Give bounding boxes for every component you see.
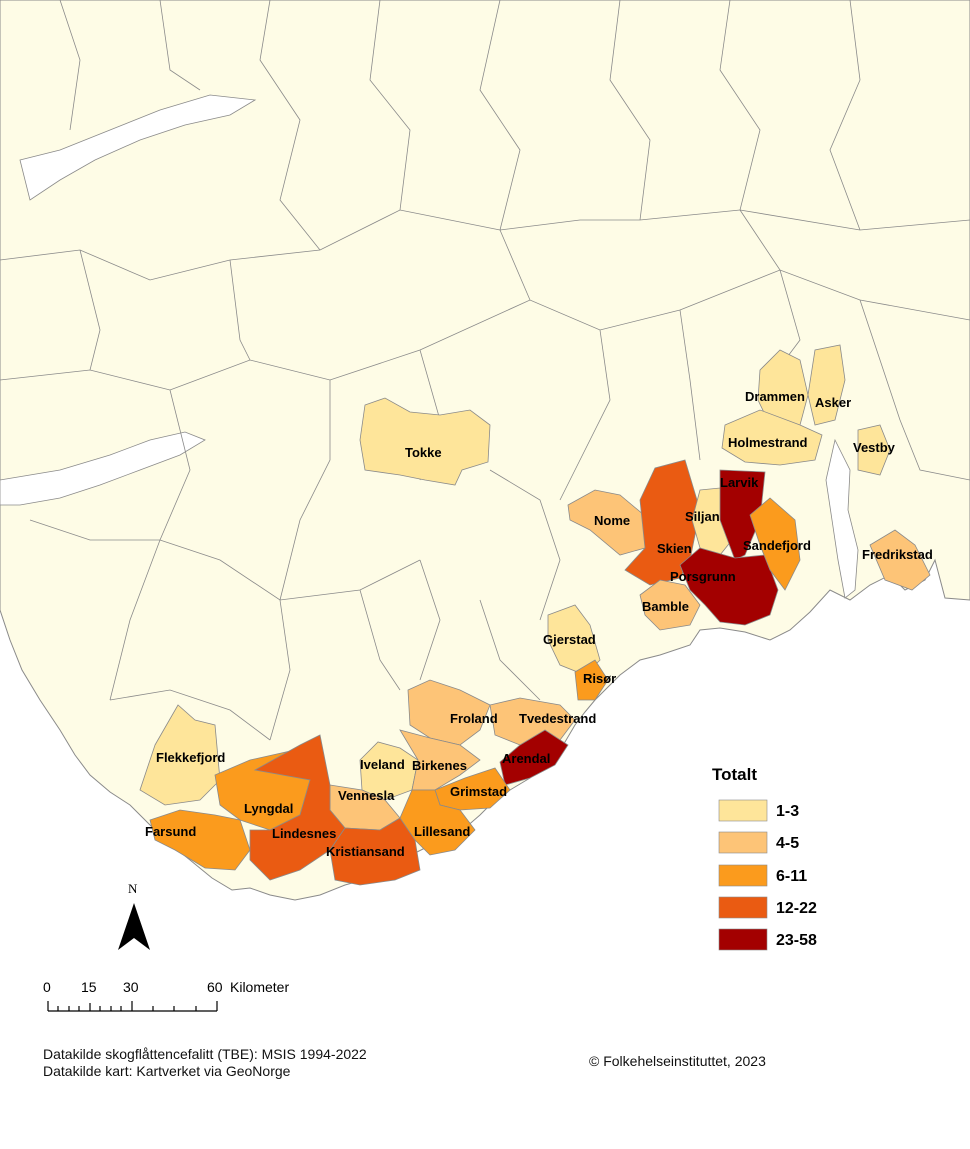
- scale-bar: 0 15 30 60 Kilometer: [43, 979, 289, 1012]
- muni-label-birkenes: Birkenes: [412, 758, 467, 773]
- muni-shape-lillesand[interactable]: [399, 789, 476, 856]
- muni-label-fredrikstad: Fredrikstad: [862, 547, 933, 562]
- fjord-north: [19, 94, 257, 201]
- muni-shape-arendal[interactable]: [499, 729, 569, 786]
- muni-label-drammen: Drammen: [745, 389, 805, 404]
- muni-label-froland: Froland: [450, 711, 498, 726]
- muni-label-porsgrunn: Porsgrunn: [670, 569, 736, 584]
- muni-label-lindesnes: Lindesnes: [272, 826, 336, 841]
- muni-shape-drammen[interactable]: [757, 349, 809, 426]
- muni-shape-porsgrunn[interactable]: [679, 547, 779, 626]
- muni-shape-fredrikstad[interactable]: [869, 529, 931, 591]
- muni-label-kristiansand: Kristiansand: [326, 844, 405, 859]
- source-line-tbe: Datakilde skogflåttencefalitt (TBE): MSI…: [43, 1046, 367, 1062]
- scale-tick-60: 60: [207, 979, 223, 995]
- muni-label-vennesla: Vennesla: [338, 788, 395, 803]
- legend-swatch-4: [718, 896, 768, 919]
- muni-label-arendal: Arendal: [502, 751, 550, 766]
- muni-shape-tvedestrand[interactable]: [489, 697, 576, 746]
- data-sources: Datakilde skogflåttencefalitt (TBE): MSI…: [43, 1046, 367, 1080]
- choropleth: [139, 344, 931, 886]
- legend-label-5: 23-58: [776, 932, 817, 949]
- muni-label-tokke: Tokke: [405, 445, 442, 460]
- scale-unit: Kilometer: [230, 979, 289, 995]
- muni-shape-bamble[interactable]: [639, 579, 701, 631]
- muni-label-nome: Nome: [594, 513, 630, 528]
- muni-shape-risor[interactable]: [574, 659, 609, 701]
- muni-label-risor: Risør: [583, 671, 616, 686]
- legend-swatch-5: [718, 928, 768, 951]
- muni-label-skien: Skien: [657, 541, 692, 556]
- muni-label-iveland: Iveland: [360, 757, 405, 772]
- muni-label-gjerstad: Gjerstad: [543, 632, 596, 647]
- scale-tick-0: 0: [43, 979, 51, 995]
- muni-shape-kristiansand[interactable]: [329, 817, 421, 886]
- north-label: N: [128, 881, 138, 896]
- north-arrow: N: [118, 881, 150, 950]
- legend-title: Totalt: [712, 765, 757, 784]
- legend-swatch-1: [718, 799, 768, 822]
- muni-label-asker: Asker: [815, 395, 851, 410]
- source-line-map: Datakilde kart: Kartverket via GeoNorge: [43, 1063, 291, 1079]
- scale-tick-30: 30: [123, 979, 139, 995]
- muni-label-lyngdal: Lyngdal: [244, 801, 293, 816]
- muni-label-larvik: Larvik: [720, 475, 759, 490]
- muni-shape-larvik[interactable]: [719, 469, 766, 561]
- muni-shape-froland[interactable]: [407, 679, 491, 746]
- muni-label-flekkefjord: Flekkefjord: [156, 750, 225, 765]
- muni-shape-farsund[interactable]: [149, 809, 251, 871]
- north-arrow-icon: [118, 903, 134, 950]
- fjord-oslo: [825, 438, 859, 599]
- muni-label-holmestrand: Holmestrand: [728, 435, 808, 450]
- muni-shape-holmestrand[interactable]: [721, 409, 823, 466]
- legend-swatch-3: [718, 864, 768, 887]
- legend-label-3: 6-11: [776, 868, 807, 885]
- muni-label-sandefjord: Sandefjord: [743, 538, 811, 553]
- muni-shape-lindesnes[interactable]: [249, 734, 346, 881]
- muni-label-grimstad: Grimstad: [450, 784, 507, 799]
- legend-label-2: 4-5: [776, 835, 799, 852]
- copyright: © Folkehelseinstituttet, 2023: [589, 1053, 766, 1069]
- legend-swatch-2: [718, 831, 768, 854]
- muni-shape-vestby[interactable]: [857, 424, 891, 476]
- legend-label-4: 12-22: [776, 900, 817, 917]
- muni-label-farsund: Farsund: [145, 824, 196, 839]
- legend: Totalt 1-3 4-5 6-11 12-22 23-58: [712, 765, 817, 951]
- muni-label-bamble: Bamble: [642, 599, 689, 614]
- scale-tick-15: 15: [81, 979, 97, 995]
- muni-label-siljan: Siljan: [685, 509, 720, 524]
- municipality-labels: Drammen Asker Holmestrand Vestby Tokke L…: [145, 389, 933, 859]
- muni-shape-tokke[interactable]: [359, 397, 491, 486]
- fjord-west: [0, 431, 206, 506]
- muni-label-lillesand: Lillesand: [414, 824, 470, 839]
- muni-shape-asker[interactable]: [807, 344, 846, 426]
- legend-label-1: 1-3: [776, 803, 799, 820]
- muni-label-tvedestrand: Tvedestrand: [519, 711, 596, 726]
- muni-label-vestby: Vestby: [853, 440, 896, 455]
- muni-shape-sandefjord[interactable]: [749, 497, 801, 591]
- muni-shape-birkenes[interactable]: [399, 729, 481, 791]
- municipality-boundaries: [0, 0, 970, 741]
